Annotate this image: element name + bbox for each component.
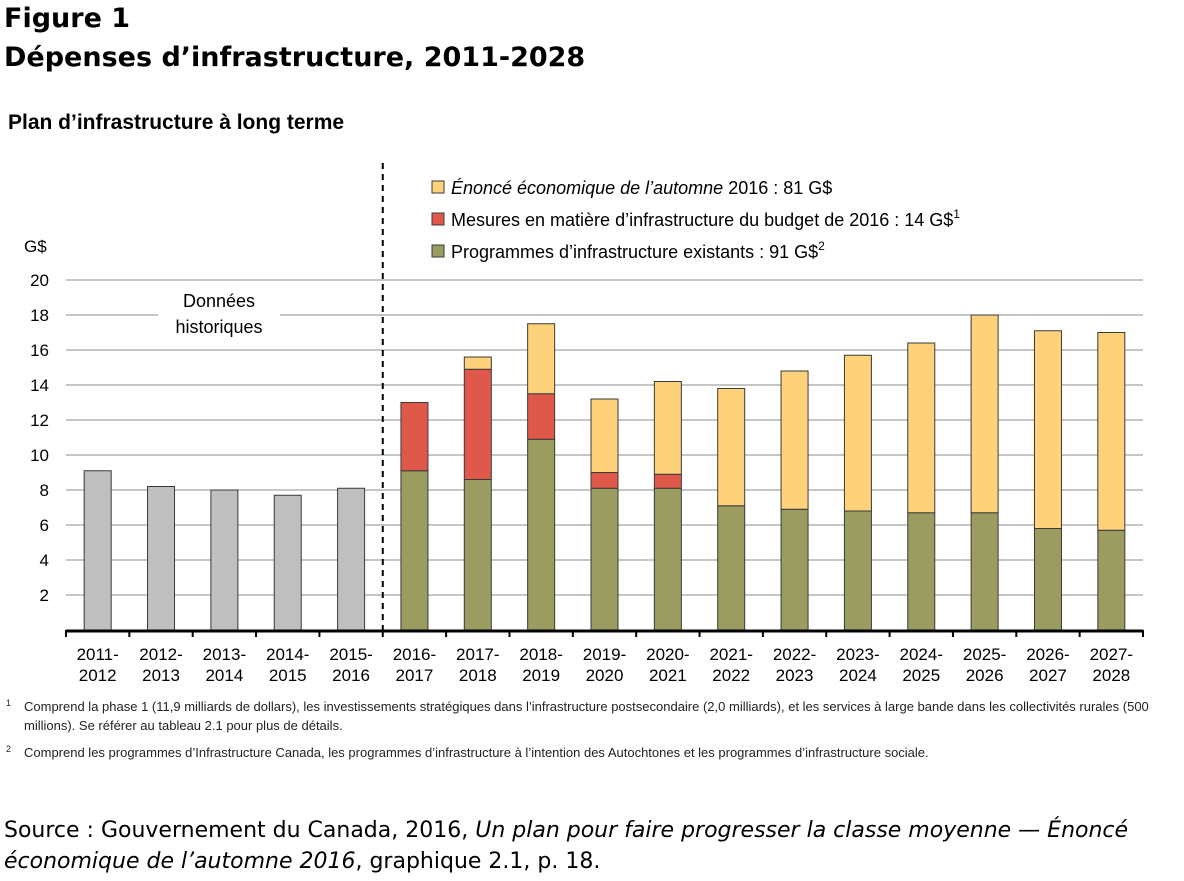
x-tick-label: 2012-2013 — [139, 645, 182, 685]
bar-segment-series-3 — [1033, 330, 1062, 529]
bar-historical — [210, 489, 239, 631]
x-axis — [65, 629, 1144, 637]
source-prefix: Source : Gouvernement du Canada, 2016, — [4, 818, 476, 843]
bar-segment-series-1 — [400, 470, 429, 631]
bar-segment-series-2 — [653, 473, 682, 489]
figure-title: Dépenses d’infrastructure, 2011-2028 — [4, 42, 586, 73]
y-axis-label: G$ — [24, 237, 47, 256]
bar-segment-series-3 — [527, 323, 556, 395]
y-tick-label: 6 — [40, 516, 49, 535]
y-tick-label: 14 — [30, 376, 49, 395]
x-tick-label: 2013-2014 — [203, 645, 246, 685]
legend-label: Énoncé économique de l’automne 2016 : 81… — [451, 178, 832, 198]
annotation-line: Données — [183, 291, 255, 311]
x-tick-label: 2024-2025 — [900, 645, 943, 685]
y-tick-label: 16 — [30, 341, 49, 360]
legend-label: Programmes d’infrastructure existants : … — [451, 239, 825, 262]
bar-segment-series-2 — [400, 402, 429, 472]
bar-segment-series-1 — [527, 438, 556, 631]
x-tick-label: 2015-2016 — [329, 645, 372, 685]
x-tick-label: 2026-2027 — [1026, 645, 1069, 685]
x-tick-label: 2011-2012 — [77, 645, 119, 685]
bar-segment-series-1 — [653, 487, 682, 631]
footnote-1: 1 Comprend la phase 1 (11,9 milliards de… — [4, 697, 1176, 735]
legend-label: Mesures en matière d’infrastructure du b… — [451, 207, 960, 230]
x-tick-label: 2014-2015 — [266, 645, 309, 685]
bar-segment-series-1 — [1097, 529, 1126, 631]
source-citation: Source : Gouvernement du Canada, 2016, U… — [4, 815, 1184, 877]
bar-segment-series-1 — [907, 512, 936, 631]
footnote-2: 2 Comprend les programmes d’Infrastructu… — [4, 743, 1176, 762]
x-tick-label: 2016-2017 — [393, 645, 436, 685]
bar-segment-series-3 — [1097, 332, 1126, 531]
footnote-2-text: Comprend les programmes d’Infrastructure… — [24, 745, 929, 760]
x-tick-label: 2023-2024 — [836, 645, 879, 685]
legend-swatch — [431, 180, 445, 194]
historical-annotation: Données historiques — [158, 287, 280, 337]
figure-label: Figure 1 — [4, 3, 131, 34]
y-tick-label: 4 — [40, 551, 49, 570]
chart-title: Plan d’infrastructure à long terme — [8, 111, 345, 134]
bar-historical — [337, 487, 366, 631]
bar-segment-series-1 — [843, 510, 872, 631]
bar-segment-series-3 — [653, 381, 682, 475]
bar-segment-series-1 — [463, 479, 492, 631]
bar-segment-series-3 — [717, 388, 746, 507]
bar-segment-series-1 — [717, 505, 746, 631]
x-tick-label: 2018-2019 — [519, 645, 562, 685]
bar-segment-series-1 — [590, 487, 619, 631]
bar-segment-series-3 — [780, 370, 809, 510]
bar-segment-series-2 — [527, 393, 556, 440]
x-tick-label: 2021-2022 — [709, 645, 752, 685]
x-tick-label: 2019-2020 — [583, 645, 626, 685]
bar-segment-series-3 — [843, 354, 872, 512]
y-tick-label: 10 — [30, 446, 49, 465]
bar-historical — [147, 486, 176, 631]
bar-segment-series-3 — [970, 314, 999, 514]
bar-segment-series-1 — [780, 508, 809, 631]
bar-historical — [273, 494, 302, 631]
legend-swatch — [431, 244, 445, 258]
x-tick-label: 2020-2021 — [646, 645, 689, 685]
x-tick-label: 2025-2026 — [963, 645, 1006, 685]
annotation-line: historiques — [175, 317, 262, 337]
footnote-1-number: 1 — [6, 698, 12, 708]
bar-segment-series-3 — [590, 398, 619, 473]
x-tick-label: 2022-2023 — [773, 645, 816, 685]
bar-segment-series-2 — [590, 472, 619, 489]
annotation-background — [158, 287, 280, 337]
source-suffix: , graphique 2.1, p. 18. — [355, 849, 601, 874]
bar-segment-series-3 — [907, 342, 936, 514]
y-tick-label: 18 — [30, 306, 49, 325]
bar-segment-series-3 — [463, 356, 492, 370]
x-tick-label: 2017-2018 — [456, 645, 499, 685]
bar-historical — [83, 470, 112, 631]
legend-swatch — [431, 212, 445, 226]
y-tick-label: 8 — [40, 481, 49, 500]
bar-segment-series-1 — [1033, 528, 1062, 631]
bar-segment-series-2 — [463, 368, 492, 480]
bar-segment-series-1 — [970, 512, 999, 631]
y-axis-ticks: 2 4 6 8 10 12 14 16 18 20 — [30, 271, 49, 605]
y-tick-label: 20 — [30, 271, 49, 290]
y-tick-label: 2 — [40, 586, 49, 605]
footnote-2-number: 2 — [6, 744, 12, 754]
y-tick-label: 12 — [30, 411, 49, 430]
legend: Énoncé économique de l’automne 2016 : 81… — [431, 178, 960, 262]
source-title: Un plan pour faire progresser la classe … — [4, 818, 1129, 874]
x-tick-label: 2027-2028 — [1090, 645, 1133, 685]
bars — [83, 314, 1126, 631]
footnote-1-text: Comprend la phase 1 (11,9 milliards de d… — [24, 699, 1149, 733]
x-axis-labels: 2011-2012 2012-2013 2013-2014 2014-2015 2015… — [77, 645, 1133, 685]
